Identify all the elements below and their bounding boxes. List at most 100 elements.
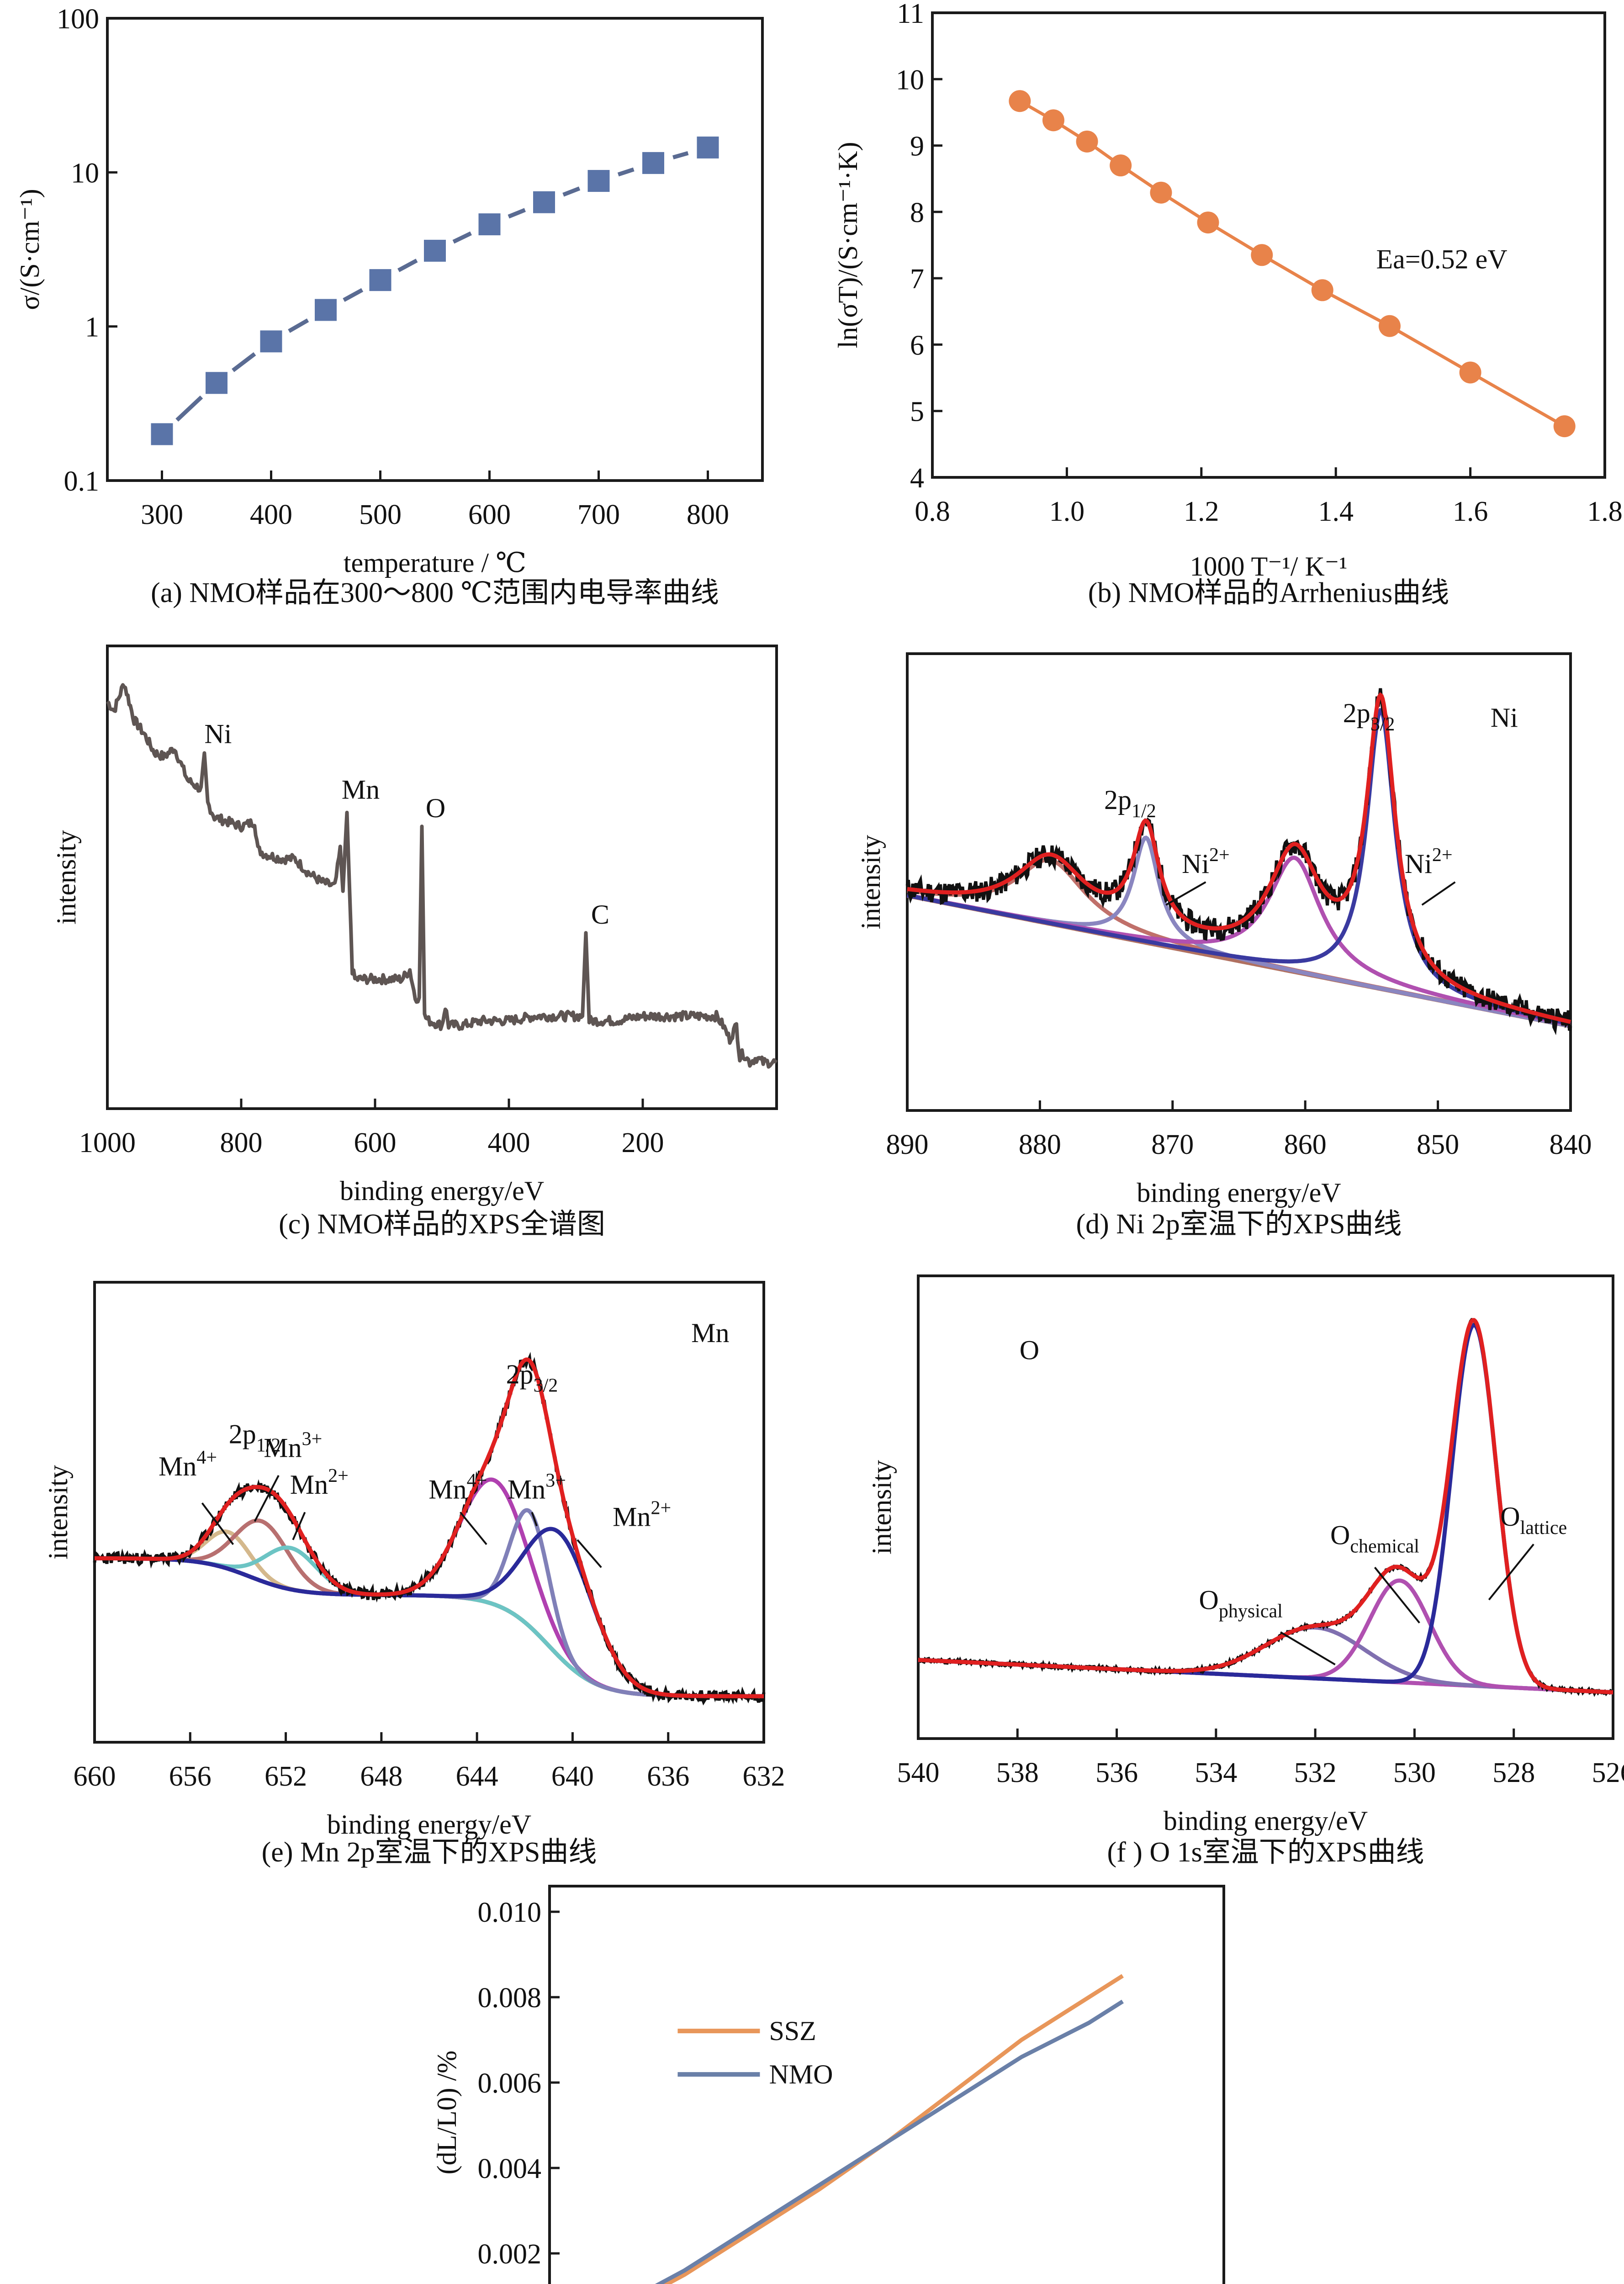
data-point-circle bbox=[1150, 181, 1172, 204]
element-peak-label: Ni bbox=[204, 719, 232, 749]
y-tick-label: 10 bbox=[896, 64, 924, 95]
peak-label: Ophysical bbox=[1199, 1585, 1283, 1622]
x-tick-label: 530 bbox=[1393, 1757, 1436, 1788]
y-tick-label: 10 bbox=[71, 158, 99, 189]
label-main: Mn bbox=[428, 1474, 466, 1504]
label-main: 2p bbox=[1104, 785, 1132, 815]
series-segment bbox=[617, 167, 635, 177]
leader-line bbox=[577, 1539, 602, 1568]
series-segment bbox=[288, 318, 309, 333]
y-tick-label: 5 bbox=[910, 397, 924, 428]
y-tick-label: 0.004 bbox=[478, 2153, 542, 2184]
plot-frame bbox=[931, 11, 1606, 479]
label-subscript: 3/2 bbox=[1370, 714, 1395, 735]
panel-caption: (e) Mn 2p室温下的XPS曲线 bbox=[262, 1837, 597, 1868]
envelope-fit-line bbox=[95, 1357, 764, 1698]
peak-label: Mn4+ bbox=[159, 1447, 217, 1481]
data-point-circle bbox=[1459, 361, 1481, 384]
plot-frame bbox=[106, 645, 778, 1110]
x-axis-label: temperature / ℃ bbox=[344, 548, 526, 578]
legend-label: NMO bbox=[769, 2059, 833, 2089]
data-point-square bbox=[697, 136, 719, 159]
y-tick-label: 7 bbox=[910, 264, 924, 295]
x-tick-label: 636 bbox=[647, 1761, 689, 1792]
x-tick-label: 536 bbox=[1095, 1757, 1138, 1788]
data-point-square bbox=[533, 191, 555, 213]
panel-d-ni2p-xps-chart: 890 880 870 860 850 840 binding energy/eV inten… bbox=[856, 652, 1592, 1240]
leader-line bbox=[201, 1502, 234, 1545]
label-main: O bbox=[1330, 1520, 1350, 1550]
panel-caption: (b) NMO样品的Arrhenius曲线 bbox=[1088, 577, 1449, 608]
x-axis-label: 1000 T⁻¹/ K⁻¹ bbox=[1190, 551, 1348, 582]
leader-line bbox=[1165, 881, 1206, 906]
peak-label: Mn2+ bbox=[290, 1465, 349, 1500]
survey-spectrum-line bbox=[106, 683, 778, 1069]
x-tick-label: 800 bbox=[220, 1127, 263, 1158]
panel-caption: (f ) O 1s室温下的XPS曲线 bbox=[1107, 1837, 1424, 1868]
x-tick-label: 540 bbox=[897, 1757, 940, 1788]
data-point-circle bbox=[1197, 211, 1219, 234]
x-tick-label: 648 bbox=[360, 1761, 402, 1792]
label-main: O bbox=[1500, 1502, 1520, 1532]
x-tick-label: 1.2 bbox=[1184, 496, 1219, 527]
y-tick-label: 0.010 bbox=[478, 1897, 542, 1928]
y-axis-label: σ/(S·cm⁻¹) bbox=[15, 189, 45, 310]
envelope-fit-line bbox=[907, 692, 1571, 1024]
x-tick-label: 200 bbox=[622, 1127, 664, 1158]
fit-component-line bbox=[95, 1545, 764, 1698]
peak-label: Mn3+ bbox=[264, 1429, 322, 1463]
panel-caption: (a) NMO样品在300～800 ℃范围内电导率曲线 bbox=[151, 577, 719, 608]
plot-frame bbox=[548, 1885, 1225, 2284]
x-tick-label: 644 bbox=[456, 1761, 498, 1792]
data-point-square bbox=[151, 423, 173, 445]
label-main: O bbox=[1199, 1585, 1219, 1615]
fit-component-line bbox=[907, 708, 1571, 1026]
label-subscript: physical bbox=[1219, 1601, 1283, 1622]
panel-e-mn2p-xps-chart: 660 656 652 648 644 640 636 632 binding energy/e… bbox=[43, 1281, 785, 1868]
label-main: Mn bbox=[159, 1451, 196, 1481]
x-tick-label: 890 bbox=[886, 1129, 929, 1160]
y-tick-label: 11 bbox=[897, 0, 924, 29]
data-point-square bbox=[478, 213, 501, 236]
y-tick-label: 1 bbox=[85, 312, 99, 343]
data-point-square bbox=[642, 152, 664, 174]
y-tick-label: 8 bbox=[910, 197, 924, 228]
element-peak-label: C bbox=[591, 899, 609, 930]
x-tick-label: 800 bbox=[687, 499, 729, 530]
series-segment bbox=[175, 395, 203, 422]
leader-line bbox=[292, 1512, 306, 1540]
label-superscript: 2+ bbox=[651, 1498, 671, 1519]
label-superscript: 2+ bbox=[1209, 845, 1230, 866]
panel-c-xps-survey-chart: 1000 800 600 400 200 binding energy/eV intensi… bbox=[51, 645, 778, 1240]
panel-caption: (c) NMO样品的XPS全谱图 bbox=[279, 1209, 605, 1240]
y-tick-label: 100 bbox=[57, 4, 99, 35]
x-tick-label: 500 bbox=[359, 499, 402, 530]
leader-line bbox=[459, 1512, 487, 1545]
data-point-circle bbox=[1110, 154, 1132, 177]
element-peak-label: O bbox=[426, 793, 445, 823]
y-axis-label: intensity bbox=[43, 1465, 73, 1560]
x-tick-label: 300 bbox=[141, 499, 183, 530]
data-point-circle bbox=[1076, 130, 1098, 153]
y-axis-label: ln(σT)/(S·cm⁻¹·K) bbox=[833, 142, 863, 349]
fit-component-line bbox=[95, 1529, 764, 1698]
peak-label: Mn4+ bbox=[428, 1470, 487, 1504]
data-point-circle bbox=[1378, 315, 1401, 337]
peak-label: Mn3+ bbox=[508, 1470, 566, 1504]
fit-component-line bbox=[95, 1527, 764, 1698]
data-point-circle bbox=[1251, 244, 1273, 266]
x-tick-label: 528 bbox=[1492, 1757, 1535, 1788]
series-segment bbox=[397, 259, 418, 272]
y-axis-label: intensity bbox=[867, 1460, 897, 1554]
x-tick-label: 0.8 bbox=[915, 496, 950, 527]
raw-data-line bbox=[93, 1352, 766, 1706]
leader-line bbox=[1280, 1631, 1336, 1665]
data-point-square bbox=[206, 372, 227, 394]
peak-label: 2p1/2 bbox=[1104, 785, 1156, 822]
x-tick-label: 1.8 bbox=[1587, 496, 1623, 527]
label-superscript: 4+ bbox=[467, 1470, 487, 1491]
x-tick-label: 652 bbox=[264, 1761, 307, 1792]
leader-line bbox=[1488, 1544, 1534, 1601]
series-segment bbox=[672, 151, 689, 159]
